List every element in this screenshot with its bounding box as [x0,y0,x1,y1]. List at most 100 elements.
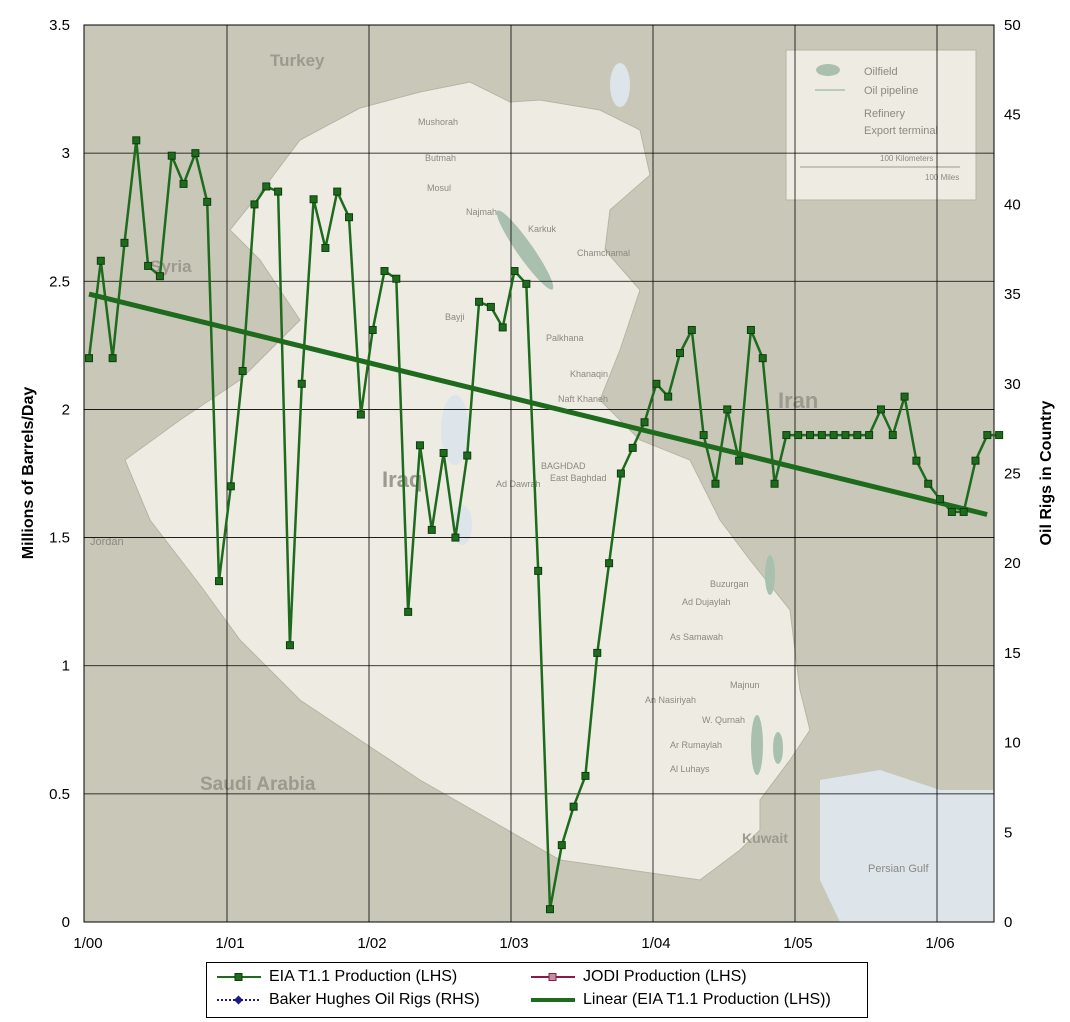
eia-production-point [676,349,684,358]
y2-tick-label: 0 [1004,914,1012,931]
y-tick-label: 1.5 [49,530,70,547]
map-place-bayji: Bayji [445,312,465,322]
eia-production-point [238,366,247,375]
map-place-mosul: Mosul [427,183,451,193]
y2-tick-label: 40 [1004,196,1021,213]
eia-production-point [983,431,992,440]
eia-production-point [545,905,554,914]
eia-production-point [404,607,413,616]
x-tick-label: 1/04 [641,935,670,952]
map-label-jordan: Jordan [90,536,124,548]
legend-label-jodi: JODI Production (LHS) [583,968,747,985]
oilfield-fauqi [765,555,775,595]
map-legend-terminal: Export terminal [864,125,938,137]
map-label-kuwait: Kuwait [742,830,788,846]
eia-production-point [179,179,188,188]
eia-production-point [699,431,708,440]
legend-label-baker-hughes: Baker Hughes Oil Rigs (RHS) [269,991,480,1008]
y-tick-label: 0 [62,914,70,931]
legend-swatch-eia [217,973,261,981]
eia-production-point [900,392,909,401]
legend-label-linear: Linear (EIA T1.1 Production (LHS)) [583,991,831,1008]
eia-production-point [640,418,649,427]
oilfield-basrah [773,732,783,764]
eia-production-point [451,533,460,542]
map-label-iran: Iran [778,388,818,413]
lake-urmia [610,63,630,107]
eia-production-point [628,443,637,452]
eia-production-point [687,325,696,334]
eia-production-point [427,525,436,534]
y2-tick-label: 10 [1004,735,1021,752]
legend-swatch-jodi [531,973,575,981]
x-tick-label: 1/05 [783,935,812,952]
map-legend-oilfield-icon [816,64,840,76]
right-axis-title: Oil Rigs in Country [1038,400,1055,545]
left-axis-title: Millions of Barrels/Day [20,387,37,560]
eia-production-point [652,379,661,388]
y2-tick-label: 50 [1004,17,1021,34]
eia-production-point [829,431,838,440]
eia-production-point [995,431,1004,440]
trend-line [88,291,988,517]
y-tick-label: 3.5 [49,17,70,34]
right-axis-ticks: 0 5 10 15 20 25 30 35 40 45 50 [1004,17,1021,931]
eia-production-point [380,267,389,276]
persian-gulf [820,770,994,922]
eia-production-point [947,507,956,516]
eia-production-point [888,431,897,440]
y2-tick-label: 45 [1004,107,1021,124]
map-place-khanaqin: Khanaqin [570,369,608,379]
oilfield-rumaylah [751,715,763,775]
eia-production-point [817,431,826,440]
map-place-an-nasiriyah: An Nasiriyah [645,695,696,705]
eia-production-point [735,456,744,465]
eia-production-point [806,431,815,440]
lake-tharthar [441,395,469,465]
legend-label-eia: EIA T1.1 Production (LHS) [269,968,458,985]
eia-production-point [333,187,342,196]
x-tick-label: 1/00 [73,935,102,952]
map-legend-oilfield: Oilfield [864,66,898,78]
map-legend-refinery: Refinery [864,108,905,120]
eia-production-point [120,238,129,247]
eia-production-point [534,566,543,575]
map-place-baghdad: BAGHDAD [541,461,586,471]
legend-item-linear: Linear (EIA T1.1 Production (LHS)) [529,991,831,1009]
map-place-ad-dawrah: Ad Dawrah [496,479,541,489]
map-place-persian-gulf: Persian Gulf [868,863,929,875]
eia-production-point [510,267,519,276]
map-place-al-luhays: Al Luhays [670,764,710,774]
eia-production-point [557,841,566,850]
series-layer [85,136,1004,914]
eia-production-point [924,479,933,488]
eia-production-point [569,802,578,811]
map-background: Oilfield Oil pipeline Refinery Export te… [84,25,994,922]
eia-production-point [392,274,401,283]
eia-production-point [912,456,921,465]
y2-tick-label: 25 [1004,466,1021,483]
eia-production-point [959,507,968,516]
map-place-w-qurnah: W. Qurnah [702,715,745,725]
eia-production-point [723,405,732,414]
eia-production-point [463,451,472,460]
eia-production-point [853,431,862,440]
eia-production-point [368,325,377,334]
eia-production-point [936,495,945,504]
x-tick-label: 1/01 [215,935,244,952]
eia-production-point [108,354,117,363]
legend-item-jodi: JODI Production (LHS) [529,968,747,986]
eia-production-point [593,648,602,657]
x-tick-label: 1/02 [357,935,386,952]
map-place-najmah: Najmah [466,207,497,217]
y2-tick-label: 5 [1004,824,1012,841]
map-place-butmah: Butmah [425,153,456,163]
eia-production-point [865,431,874,440]
eia-production-point [85,354,93,363]
eia-production-point [581,771,590,780]
map-place-as-samawah: As Samawah [670,632,723,642]
map-legend-box [785,49,977,201]
map-place-east-baghdad: East Baghdad [550,473,607,483]
y2-tick-label: 15 [1004,645,1021,662]
